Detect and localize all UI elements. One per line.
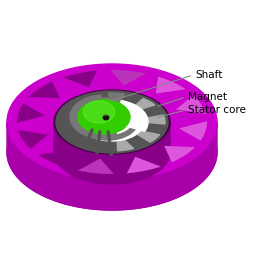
Ellipse shape: [80, 103, 144, 141]
Text: Stator core: Stator core: [188, 105, 246, 115]
Ellipse shape: [103, 115, 109, 119]
Text: Shaft: Shaft: [195, 70, 222, 80]
Polygon shape: [156, 76, 186, 94]
Ellipse shape: [78, 100, 130, 134]
Polygon shape: [110, 70, 146, 86]
Polygon shape: [108, 93, 125, 105]
Polygon shape: [75, 96, 97, 109]
Ellipse shape: [56, 91, 168, 153]
Ellipse shape: [104, 116, 107, 118]
Polygon shape: [63, 71, 97, 87]
Ellipse shape: [83, 101, 114, 123]
Polygon shape: [78, 158, 114, 174]
Polygon shape: [112, 101, 148, 131]
Polygon shape: [135, 130, 160, 142]
Polygon shape: [54, 122, 170, 184]
Ellipse shape: [7, 94, 217, 210]
Polygon shape: [164, 146, 195, 163]
Polygon shape: [141, 115, 165, 124]
Polygon shape: [127, 157, 161, 173]
Polygon shape: [61, 128, 86, 138]
Polygon shape: [18, 130, 48, 149]
Polygon shape: [7, 122, 217, 210]
Text: Magnet: Magnet: [188, 92, 227, 102]
Ellipse shape: [84, 103, 116, 124]
Ellipse shape: [103, 116, 109, 120]
Polygon shape: [70, 95, 118, 139]
Polygon shape: [179, 121, 207, 141]
Polygon shape: [82, 137, 102, 150]
Polygon shape: [29, 82, 60, 98]
Polygon shape: [59, 110, 84, 119]
Polygon shape: [131, 99, 155, 111]
Ellipse shape: [54, 90, 170, 154]
Polygon shape: [17, 103, 45, 123]
Polygon shape: [38, 150, 68, 167]
Polygon shape: [176, 95, 206, 114]
Ellipse shape: [7, 64, 217, 180]
Ellipse shape: [78, 100, 130, 134]
Polygon shape: [117, 138, 134, 151]
